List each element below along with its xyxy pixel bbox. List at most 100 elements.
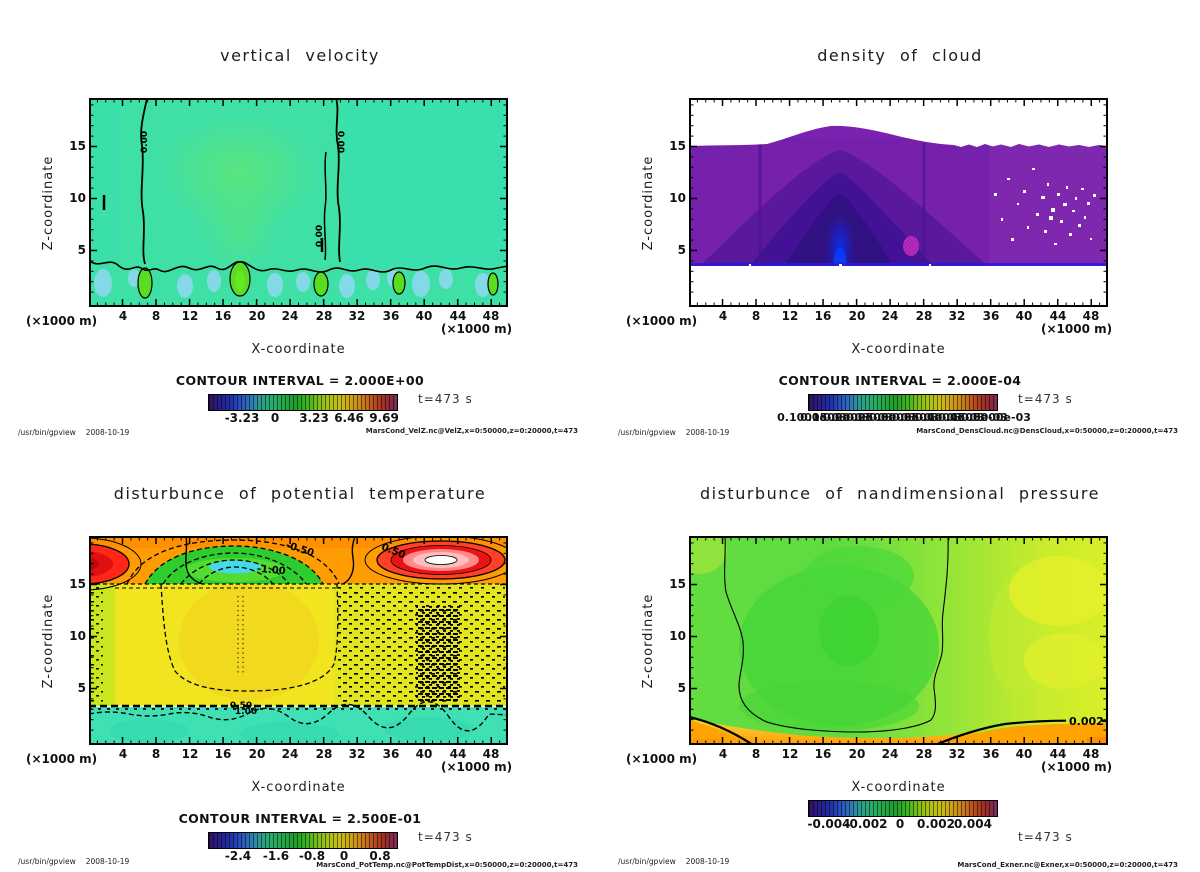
colorbar-tick-label: 0.004 bbox=[954, 817, 992, 831]
colorbar-tick-label: 0.3000e-03 bbox=[869, 411, 939, 424]
y-tick-label: 10 bbox=[69, 629, 86, 643]
colorbar-tick-label: -2.4 bbox=[224, 849, 252, 863]
colorbar-tick-label: 9.69 bbox=[369, 411, 399, 425]
x-tick-labels: 4 8 12 16 20 24 28 32 36 40 44 48 bbox=[89, 309, 508, 323]
command-line: /usr/bin/gpview 2008-10-19 bbox=[618, 428, 739, 437]
x-tick-label: 48 bbox=[482, 747, 500, 761]
y-tick-label: 5 bbox=[677, 681, 686, 695]
x-tick-label: 24 bbox=[881, 747, 899, 761]
page-title: vertical velocity bbox=[220, 46, 380, 65]
speckle-noise bbox=[89, 586, 505, 704]
svg-text:1.00: 1.00 bbox=[235, 707, 257, 717]
pressure-field bbox=[689, 536, 1108, 745]
velocity-field bbox=[89, 98, 508, 307]
x-tick-label: 20 bbox=[248, 309, 266, 323]
contour-interval-text: CONTOUR INTERVAL = 2.500E-01 bbox=[178, 811, 422, 826]
y-axis-label: Z-coordinate bbox=[641, 155, 656, 251]
render-date: 2008-10-19 bbox=[85, 857, 130, 866]
contour-interval-text: CONTOUR INTERVAL = 2.000E+00 bbox=[175, 373, 425, 388]
x-tick-label: 40 bbox=[415, 309, 433, 323]
contour-interval-text: CONTOUR INTERVAL = 2.000E-04 bbox=[778, 373, 1022, 388]
render-date: 2008-10-19 bbox=[85, 428, 130, 437]
svg-text:0.00: 0.00 bbox=[335, 131, 345, 153]
colorbar-tick-label: 0 bbox=[270, 411, 280, 425]
colorbar-tick-labels: 0.1000e-03 0.1500e-03 0.2000e-03 0.2500e-03… bbox=[777, 411, 1031, 425]
dataset-label: MarsCond_VelZ.nc@VelZ,x=0:50000,z=0:2000… bbox=[365, 427, 578, 435]
command-path: /usr/bin/gpview bbox=[18, 428, 76, 437]
colorbar-tick-label: 3.23 bbox=[299, 411, 329, 425]
colorbar-tick-label: -1.6 bbox=[262, 849, 290, 863]
colorbar-tick-label: 0.2000e-03 bbox=[823, 411, 893, 424]
x-tick-label: 48 bbox=[1082, 309, 1100, 323]
y-axis-label: Z-coordinate bbox=[41, 593, 56, 689]
x-tick-label: 4 bbox=[718, 747, 728, 761]
colorbar-tick-label: 0.1500e-03 bbox=[800, 411, 870, 424]
x-unit-right: (×1000 m) bbox=[441, 760, 513, 774]
colorbar-tick-label: 0.4500e-03 bbox=[938, 411, 1008, 424]
command-line: /usr/bin/gpview 2008-10-19 bbox=[18, 857, 139, 866]
x-tick-label: 8 bbox=[151, 747, 161, 761]
x-tick-label: 44 bbox=[1049, 309, 1067, 323]
plot-frame-and-ticks bbox=[689, 536, 1108, 745]
cloud-field bbox=[689, 125, 1108, 266]
x-tick-label: 12 bbox=[181, 747, 199, 761]
y-tick-label: 15 bbox=[669, 577, 686, 591]
x-tick-label: 16 bbox=[814, 747, 832, 761]
x-tick-label: 32 bbox=[948, 747, 966, 761]
x-unit-left: (×1000 m) bbox=[26, 752, 98, 766]
dataset-label: MarsCond_PotTemp.nc@PotTempDist,x=0:5000… bbox=[316, 861, 578, 869]
contour-lines bbox=[89, 98, 508, 273]
colorbar-tick-label: 0 bbox=[339, 849, 349, 863]
x-axis-label: X-coordinate bbox=[251, 780, 346, 795]
x-tick-label: 20 bbox=[248, 747, 266, 761]
y-tick-labels: 15 10 5 bbox=[58, 536, 86, 745]
plot-frame-and-ticks bbox=[689, 98, 1108, 307]
y-tick-label: 15 bbox=[69, 139, 86, 153]
svg-text:0.00: 0.00 bbox=[315, 225, 325, 247]
y-tick-label: 15 bbox=[69, 577, 86, 591]
colorbar bbox=[208, 394, 398, 411]
svg-text:-1.00: -1.00 bbox=[256, 564, 286, 577]
x-tick-labels: 4 8 12 16 20 24 28 32 36 40 44 48 bbox=[689, 309, 1108, 323]
colorbar-tick-label: -0.8 bbox=[298, 849, 326, 863]
x-tick-label: 28 bbox=[315, 309, 333, 323]
x-tick-label: 32 bbox=[948, 309, 966, 323]
command-line: /usr/bin/gpview 2008-10-19 bbox=[618, 857, 739, 866]
colorbar-tick-labels: -0.004 -0.002 0 0.002 0.004 bbox=[808, 817, 996, 831]
render-date: 2008-10-19 bbox=[685, 857, 730, 866]
command-path: /usr/bin/gpview bbox=[618, 857, 676, 866]
y-tick-label: 10 bbox=[69, 191, 86, 205]
x-tick-label: 28 bbox=[315, 747, 333, 761]
x-tick-label: 36 bbox=[982, 747, 1000, 761]
y-tick-label: 5 bbox=[77, 681, 86, 695]
x-tick-label: 20 bbox=[848, 747, 866, 761]
x-tick-label: 8 bbox=[751, 747, 761, 761]
x-tick-label: 44 bbox=[449, 747, 467, 761]
dataset-label: MarsCond_DensCloud.nc@DensCloud,x=0:5000… bbox=[916, 427, 1178, 435]
render-date: 2008-10-19 bbox=[685, 428, 730, 437]
x-tick-label: 28 bbox=[915, 309, 933, 323]
x-tick-labels: 4 8 12 16 20 24 28 32 36 40 44 48 bbox=[689, 747, 1108, 761]
command-line: /usr/bin/gpview 2008-10-19 bbox=[18, 428, 139, 437]
x-tick-label: 4 bbox=[118, 747, 128, 761]
panel-potential-temperature: disturbunce of potential temperature Z-c… bbox=[0, 438, 600, 872]
time-label: t=473 s bbox=[418, 392, 473, 406]
colorbar-tick-label: 6.46 bbox=[334, 411, 364, 425]
svg-text:0.00: 0.00 bbox=[140, 131, 150, 153]
plot-frame-and-ticks bbox=[89, 536, 508, 745]
x-unit-left: (×1000 m) bbox=[626, 752, 698, 766]
x-tick-label: 32 bbox=[348, 747, 366, 761]
y-tick-label: 5 bbox=[677, 243, 686, 257]
x-tick-label: 12 bbox=[781, 747, 799, 761]
colorbar-tick-label: 0.1000e-03 bbox=[777, 411, 847, 424]
x-tick-label: 36 bbox=[382, 309, 400, 323]
plot-frame-and-ticks bbox=[89, 98, 508, 307]
x-unit-left: (×1000 m) bbox=[26, 314, 98, 328]
y-tick-labels: 15 10 5 bbox=[658, 98, 686, 307]
page-title: density of cloud bbox=[817, 46, 983, 65]
command-path: /usr/bin/gpview bbox=[18, 857, 76, 866]
colorbar bbox=[808, 800, 998, 817]
colorbar-tick-label: 0.002 bbox=[917, 817, 955, 831]
page-title: disturbunce of potential temperature bbox=[113, 484, 487, 503]
colorbar-tick-label: 0.8 bbox=[369, 849, 391, 863]
